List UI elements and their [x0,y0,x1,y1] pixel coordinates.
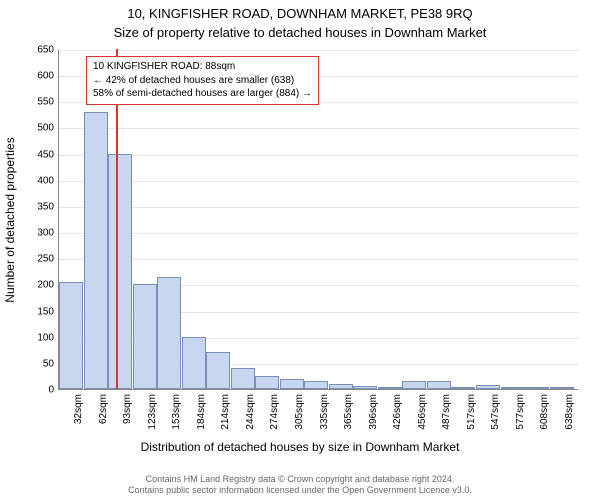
x-tick-label: 93sqm [122,394,133,424]
plot-area: 10 KINGFISHER ROAD: 88sqm ← 42% of detac… [58,50,578,390]
x-tick-label: 32sqm [73,394,84,424]
y-tick-label: 550 [24,97,54,108]
histogram-bar [353,386,377,389]
x-tick-label: 274sqm [269,394,280,430]
x-tick-label: 426sqm [392,394,403,430]
x-tick-label: 608sqm [539,394,550,430]
histogram-bar [550,387,574,389]
histogram-bar [525,387,549,389]
x-tick-label: 365sqm [343,394,354,430]
y-tick-label: 250 [24,254,54,265]
annotation-line3: 58% of semi-detached houses are larger (… [93,87,312,101]
x-tick-label: 305sqm [294,394,305,430]
histogram-bar [255,376,279,389]
x-tick-label: 214sqm [220,394,231,430]
x-tick-label: 517sqm [466,394,477,430]
y-tick-label: 200 [24,280,54,291]
y-tick-label: 650 [24,45,54,56]
histogram-bar [304,381,328,389]
histogram-bar [501,387,525,389]
y-tick-label: 450 [24,149,54,160]
y-tick-label: 50 [24,358,54,369]
y-tick-label: 0 [24,385,54,396]
x-tick-label: 456sqm [417,394,428,430]
y-tick-label: 300 [24,228,54,239]
y-tick-label: 350 [24,201,54,212]
gridline [59,181,579,182]
y-tick-label: 150 [24,306,54,317]
y-axis-label: Number of detached properties [3,137,17,302]
histogram-bar [329,384,353,389]
x-tick-label: 62sqm [98,394,109,424]
x-tick-label: 123sqm [147,394,158,430]
x-tick-label: 396sqm [368,394,379,430]
chart-title: 10, KINGFISHER ROAD, DOWNHAM MARKET, PE3… [0,0,600,23]
annotation-box: 10 KINGFISHER ROAD: 88sqm ← 42% of detac… [86,56,319,105]
histogram-bar [108,154,132,389]
gridline [59,50,579,51]
histogram-bar [280,379,304,389]
histogram-bar [451,387,475,389]
x-tick-label: 153sqm [171,394,182,430]
histogram-bar [59,282,83,389]
gridline [59,128,579,129]
x-tick-label: 577sqm [515,394,526,430]
gridline [59,259,579,260]
histogram-bar [231,368,255,389]
annotation-line2: ← 42% of detached houses are smaller (63… [93,74,312,88]
x-axis-label: Distribution of detached houses by size … [0,440,600,454]
gridline [59,233,579,234]
x-tick-label: 335sqm [319,394,330,430]
histogram-bar [206,352,230,389]
histogram-bar [182,337,206,389]
histogram-bar [133,284,157,389]
x-tick-label: 547sqm [490,394,501,430]
x-tick-label: 638sqm [564,394,575,430]
footer-line1: Contains HM Land Registry data © Crown c… [0,474,600,485]
x-tick-label: 487sqm [441,394,452,430]
y-tick-label: 600 [24,71,54,82]
chart-subtitle: Size of property relative to detached ho… [0,23,600,40]
annotation-line1: 10 KINGFISHER ROAD: 88sqm [93,60,312,74]
histogram-bar [402,381,426,389]
histogram-bar [378,387,402,389]
histogram-bar [427,381,451,389]
histogram-bar [157,277,181,389]
footer: Contains HM Land Registry data © Crown c… [0,474,600,497]
y-tick-label: 400 [24,175,54,186]
gridline [59,207,579,208]
gridline [59,155,579,156]
histogram-bar [84,112,108,389]
y-tick-label: 500 [24,123,54,134]
histogram-bar [476,385,500,389]
x-tick-label: 184sqm [196,394,207,430]
x-tick-label: 244sqm [245,394,256,430]
y-tick-label: 100 [24,332,54,343]
footer-line2: Contains public sector information licen… [0,485,600,496]
